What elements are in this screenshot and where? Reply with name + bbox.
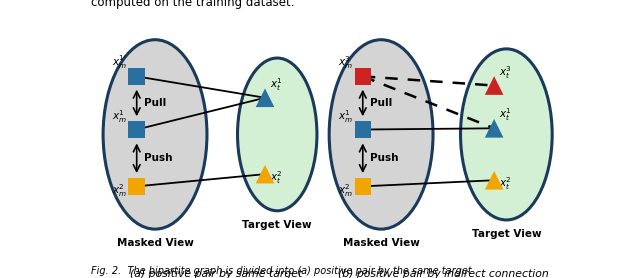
- Text: Masked View: Masked View: [342, 238, 420, 248]
- Text: $x_m^{2}$: $x_m^{2}$: [112, 182, 127, 198]
- Text: $x_t^{1}$: $x_t^{1}$: [269, 76, 282, 93]
- Text: $x_m^{1}$: $x_m^{1}$: [112, 108, 127, 125]
- Point: [489, 178, 499, 182]
- Text: $x_m^{1}$: $x_m^{1}$: [338, 108, 353, 125]
- Point: [489, 83, 499, 88]
- Text: $x_m^{3}$: $x_m^{3}$: [338, 55, 353, 71]
- Text: Pull: Pull: [144, 98, 166, 108]
- Point: [132, 127, 142, 132]
- Point: [260, 96, 270, 100]
- Text: Target View: Target View: [472, 229, 541, 239]
- Point: [358, 184, 368, 188]
- Point: [132, 74, 142, 79]
- Text: $x_t^{2}$: $x_t^{2}$: [269, 170, 282, 186]
- Text: Push: Push: [370, 153, 399, 163]
- Text: Push: Push: [144, 153, 173, 163]
- Text: $x_t^{1}$: $x_t^{1}$: [499, 107, 511, 123]
- Ellipse shape: [237, 58, 317, 211]
- Point: [489, 126, 499, 131]
- Text: Target View: Target View: [243, 220, 312, 230]
- Text: $x_m^{2}$: $x_m^{2}$: [338, 182, 353, 198]
- Point: [358, 74, 368, 79]
- Text: Pull: Pull: [370, 98, 392, 108]
- Text: (b) positive pair by indirect connection: (b) positive pair by indirect connection: [339, 269, 549, 278]
- Point: [260, 172, 270, 176]
- Text: Fig. 2.  The bipartite graph is divided into (a) positive pair by the same targe: Fig. 2. The bipartite graph is divided i…: [91, 266, 472, 276]
- Point: [132, 184, 142, 188]
- Ellipse shape: [461, 49, 552, 220]
- Point: [358, 127, 368, 132]
- Text: (a) positive pair by same target: (a) positive pair by same target: [130, 269, 302, 278]
- Text: computed on the training dataset.: computed on the training dataset.: [91, 0, 294, 9]
- Text: $x_t^{2}$: $x_t^{2}$: [499, 176, 511, 192]
- Text: $x_t^{3}$: $x_t^{3}$: [499, 64, 511, 81]
- Text: $x_m^{1'}$: $x_m^{1'}$: [112, 54, 127, 71]
- Ellipse shape: [103, 40, 207, 229]
- Ellipse shape: [329, 40, 433, 229]
- Text: Masked View: Masked View: [116, 238, 193, 248]
